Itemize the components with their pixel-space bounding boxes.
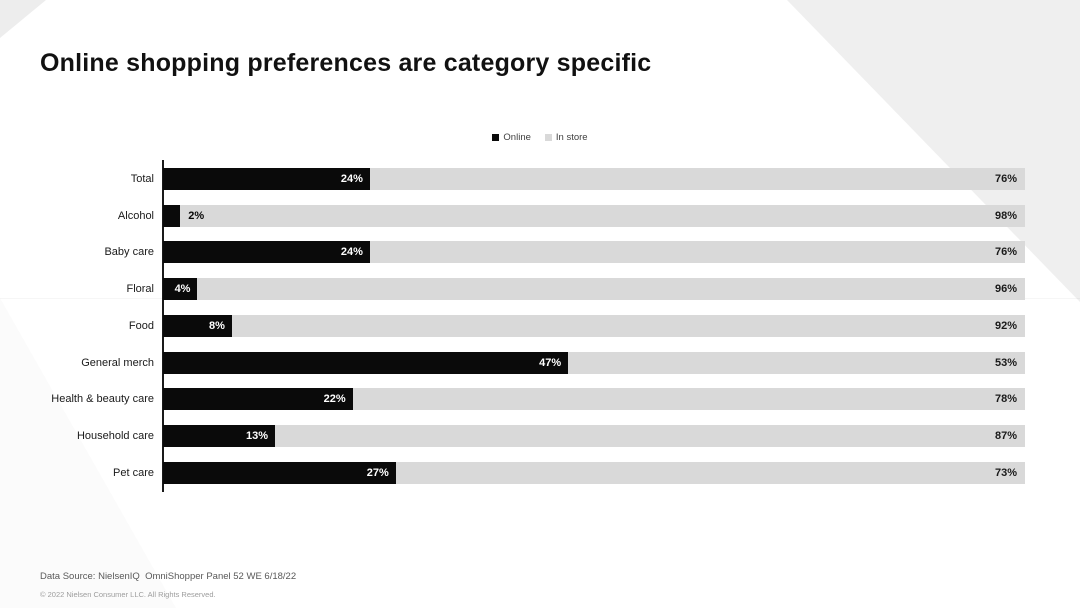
legend-swatch-icon xyxy=(492,134,500,141)
category-label: Alcohol xyxy=(117,209,154,222)
bar-online-segment xyxy=(163,351,569,374)
bar-instore-segment xyxy=(352,388,1025,411)
instore-value-label: 78% xyxy=(994,393,1017,406)
bar-online-segment xyxy=(163,278,198,301)
bar-online-segment xyxy=(163,241,370,264)
category-label: Food xyxy=(128,319,154,332)
legend-label: In store xyxy=(555,132,588,143)
online-value-label: 8% xyxy=(209,319,225,332)
legend-label: Online xyxy=(503,132,531,143)
category-label: Total xyxy=(130,173,154,185)
bar-online-segment xyxy=(163,388,353,411)
online-value-label: 22% xyxy=(323,393,346,406)
online-value-label: 2% xyxy=(188,209,205,222)
bar-online-segment xyxy=(163,168,370,190)
bar-instore-segment xyxy=(568,351,1025,374)
online-value-label: 24% xyxy=(340,246,363,259)
copyright-note: © 2022 Nielsen Consumer LLC. All Rights … xyxy=(40,590,216,599)
category-label: Baby care xyxy=(104,246,154,259)
instore-value-label: 53% xyxy=(994,356,1017,369)
instore-value-label: 76% xyxy=(994,246,1017,259)
legend-item-in-store: In store xyxy=(544,132,588,143)
bar-online-segment xyxy=(163,461,396,484)
instore-value-label: 98% xyxy=(994,209,1017,222)
online-value-label: 47% xyxy=(539,356,562,369)
bar-instore-segment xyxy=(275,424,1025,447)
legend-swatch-icon xyxy=(544,134,552,141)
legend-item-online: Online xyxy=(492,132,531,143)
online-value-label: 24% xyxy=(340,173,363,185)
online-value-label: 27% xyxy=(366,466,389,479)
slide-title: Online shopping preferences are category… xyxy=(40,49,652,77)
bar-instore-segment xyxy=(369,241,1025,264)
instore-value-label: 96% xyxy=(994,283,1017,296)
data-source-note: Data Source: NielsenIQ OmniShopper Panel… xyxy=(40,571,297,582)
bar-online-segment xyxy=(163,204,181,227)
category-label: Floral xyxy=(126,283,154,296)
instore-value-label: 76% xyxy=(994,173,1017,185)
instore-value-label: 92% xyxy=(994,319,1017,332)
category-label: Health & beauty care xyxy=(51,393,154,406)
category-label: General merch xyxy=(81,356,154,369)
category-label: Pet care xyxy=(113,466,154,479)
category-label: Household care xyxy=(76,429,154,442)
instore-value-label: 87% xyxy=(994,429,1017,442)
bar-instore-segment xyxy=(369,168,1025,190)
bar-online-segment xyxy=(163,424,276,447)
bar-online-segment xyxy=(163,314,232,337)
online-value-label: 13% xyxy=(246,429,269,442)
bar-instore-segment xyxy=(180,204,1025,227)
bar-instore-segment xyxy=(395,461,1025,484)
bar-instore-segment xyxy=(231,314,1025,337)
bar-instore-segment xyxy=(197,278,1025,301)
instore-value-label: 73% xyxy=(994,466,1017,479)
online-value-label: 4% xyxy=(174,283,191,296)
chart-legend: Online In store xyxy=(0,132,1080,143)
